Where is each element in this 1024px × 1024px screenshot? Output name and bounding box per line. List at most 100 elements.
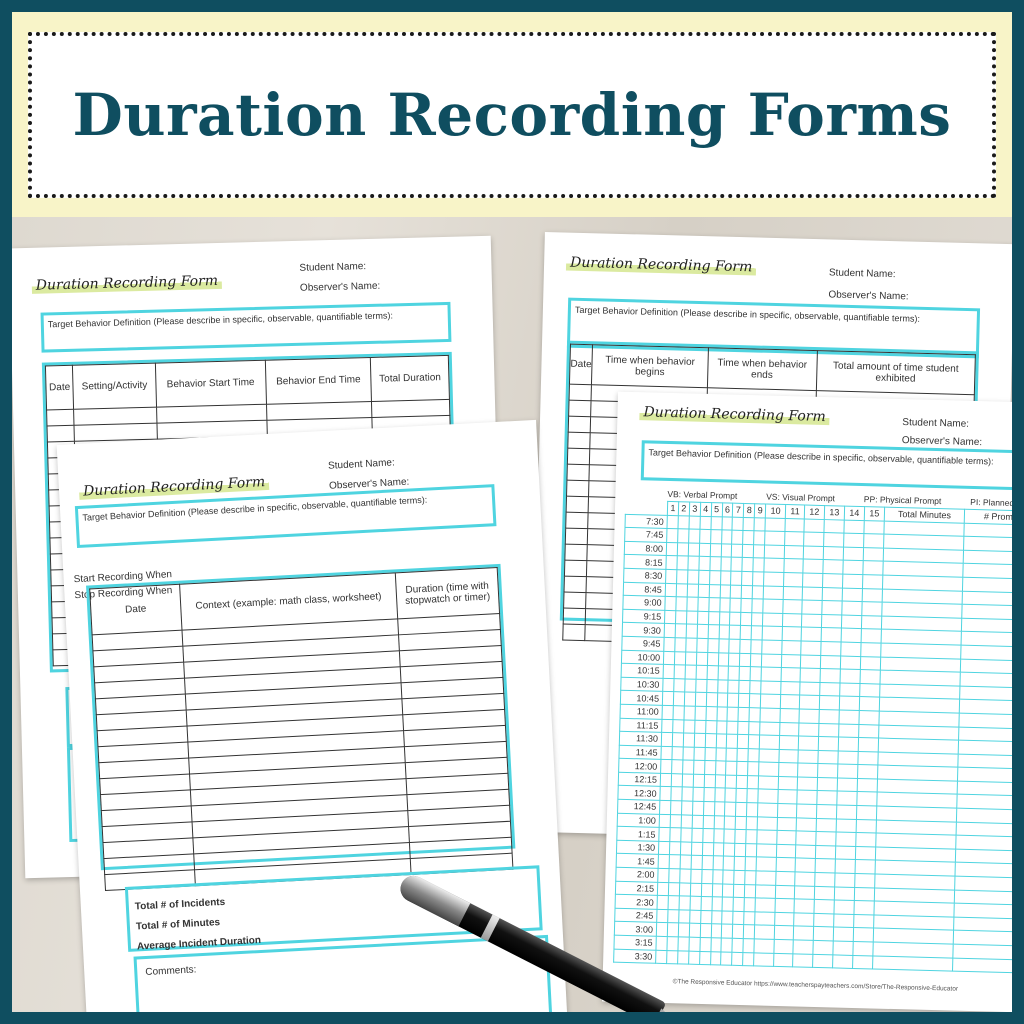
grid-cell[interactable] — [854, 887, 875, 902]
grid-cell[interactable] — [782, 613, 802, 628]
grid-cell[interactable] — [698, 543, 711, 557]
grid-cell[interactable] — [736, 788, 748, 803]
grid-cell[interactable] — [712, 842, 725, 857]
grid-cell[interactable] — [716, 693, 729, 707]
grid-cell[interactable] — [716, 706, 728, 721]
grid-cell[interactable] — [753, 952, 775, 967]
grid-cell[interactable] — [724, 829, 736, 844]
grid-cell[interactable] — [754, 925, 775, 940]
grid-cell[interactable] — [657, 868, 669, 883]
grid-cell[interactable] — [812, 953, 833, 969]
grid-cell[interactable] — [687, 569, 699, 584]
grid-cell[interactable] — [690, 869, 702, 884]
grid-cell[interactable] — [717, 652, 730, 667]
grid-cell[interactable] — [792, 939, 814, 954]
grid-cell[interactable] — [722, 910, 734, 925]
grid-cell[interactable] — [668, 882, 680, 897]
grid-cell[interactable] — [818, 709, 840, 724]
grid-cell[interactable] — [658, 827, 671, 842]
grid-cell[interactable] — [764, 531, 786, 546]
grid-cell[interactable] — [666, 542, 678, 557]
grid-cell[interactable] — [760, 680, 782, 695]
grid-cell[interactable] — [693, 760, 705, 775]
grid-cell[interactable] — [817, 763, 838, 778]
table-cell[interactable] — [564, 576, 587, 593]
grid-cell[interactable] — [749, 693, 761, 708]
grid-cell[interactable] — [750, 653, 762, 668]
grid-cell[interactable] — [672, 732, 684, 747]
grid-cell[interactable] — [697, 583, 710, 598]
grid-cell[interactable] — [778, 762, 798, 777]
grid-cell[interactable] — [685, 637, 697, 652]
grid-cell[interactable] — [858, 724, 879, 739]
grid-cell[interactable] — [778, 776, 798, 791]
grid-cell[interactable] — [746, 829, 758, 844]
grid-cell[interactable] — [677, 950, 689, 965]
grid-cell[interactable] — [764, 544, 785, 559]
grid-cell[interactable] — [740, 612, 753, 627]
grid-cell[interactable] — [821, 614, 842, 629]
grid-cell[interactable] — [853, 927, 874, 942]
grid-cell[interactable] — [723, 870, 735, 884]
grid-cell[interactable] — [780, 708, 800, 723]
grid-cell[interactable] — [819, 682, 840, 697]
grid-cell[interactable] — [781, 640, 801, 655]
grid-cell[interactable] — [755, 884, 776, 899]
grid-cell[interactable] — [776, 857, 796, 872]
grid-cell[interactable] — [675, 610, 687, 625]
grid-cell[interactable] — [700, 896, 712, 911]
grid-cell[interactable] — [859, 683, 880, 698]
grid-cell[interactable] — [817, 750, 839, 765]
grid-cell[interactable] — [802, 559, 824, 574]
grid-cell[interactable] — [803, 545, 824, 560]
grid-cell[interactable] — [840, 641, 861, 657]
grid-cell[interactable] — [722, 883, 735, 898]
grid-cell[interactable] — [662, 691, 674, 706]
grid-cell[interactable] — [792, 953, 813, 968]
grid-cell[interactable] — [689, 909, 701, 924]
grid-cell[interactable] — [701, 855, 713, 870]
grid-cell[interactable] — [862, 574, 883, 589]
grid-cell[interactable] — [694, 706, 706, 721]
grid-cell[interactable] — [823, 532, 844, 547]
grid-cell[interactable] — [815, 831, 836, 846]
grid-cell[interactable] — [794, 858, 816, 873]
grid-cell[interactable] — [719, 611, 731, 626]
grid-cell[interactable] — [852, 955, 873, 970]
grid-cell[interactable] — [655, 949, 667, 964]
grid-cell[interactable] — [822, 573, 843, 588]
grid-cell[interactable] — [737, 748, 749, 762]
grid-cell[interactable] — [662, 678, 674, 692]
table-cell[interactable] — [568, 400, 592, 417]
grid-cell[interactable] — [759, 735, 780, 750]
grid-cell[interactable] — [822, 587, 843, 602]
grid-cell[interactable] — [659, 800, 671, 815]
grid-cell[interactable] — [726, 734, 738, 749]
grid-cell[interactable] — [816, 790, 838, 806]
grid-cell[interactable] — [678, 896, 691, 910]
grid-cell[interactable] — [732, 938, 744, 953]
grid-cell[interactable] — [774, 925, 794, 940]
grid-cell[interactable] — [854, 873, 876, 888]
grid-cell[interactable] — [794, 885, 815, 900]
grid-cell[interactable] — [736, 761, 749, 776]
grid-cell[interactable] — [704, 760, 716, 775]
grid-cell[interactable] — [705, 692, 718, 707]
grid-cell[interactable] — [777, 789, 798, 804]
grid-cell[interactable] — [799, 681, 820, 696]
grid-cell[interactable] — [705, 720, 717, 734]
grid-cell[interactable] — [747, 761, 760, 776]
grid-cell[interactable] — [731, 557, 743, 572]
grid-cell[interactable] — [721, 924, 733, 939]
grid-cell[interactable] — [859, 696, 880, 711]
table-cell[interactable] — [566, 464, 590, 481]
grid-cell[interactable] — [832, 940, 854, 956]
grid-cell[interactable] — [757, 816, 778, 831]
grid-cell[interactable] — [813, 926, 834, 941]
grid-cell[interactable] — [711, 883, 724, 898]
grid-cell[interactable] — [716, 720, 728, 735]
grid-cell[interactable] — [687, 556, 699, 571]
grid-cell[interactable] — [835, 818, 857, 833]
table-cell[interactable] — [565, 512, 589, 529]
grid-cell[interactable] — [861, 601, 883, 616]
